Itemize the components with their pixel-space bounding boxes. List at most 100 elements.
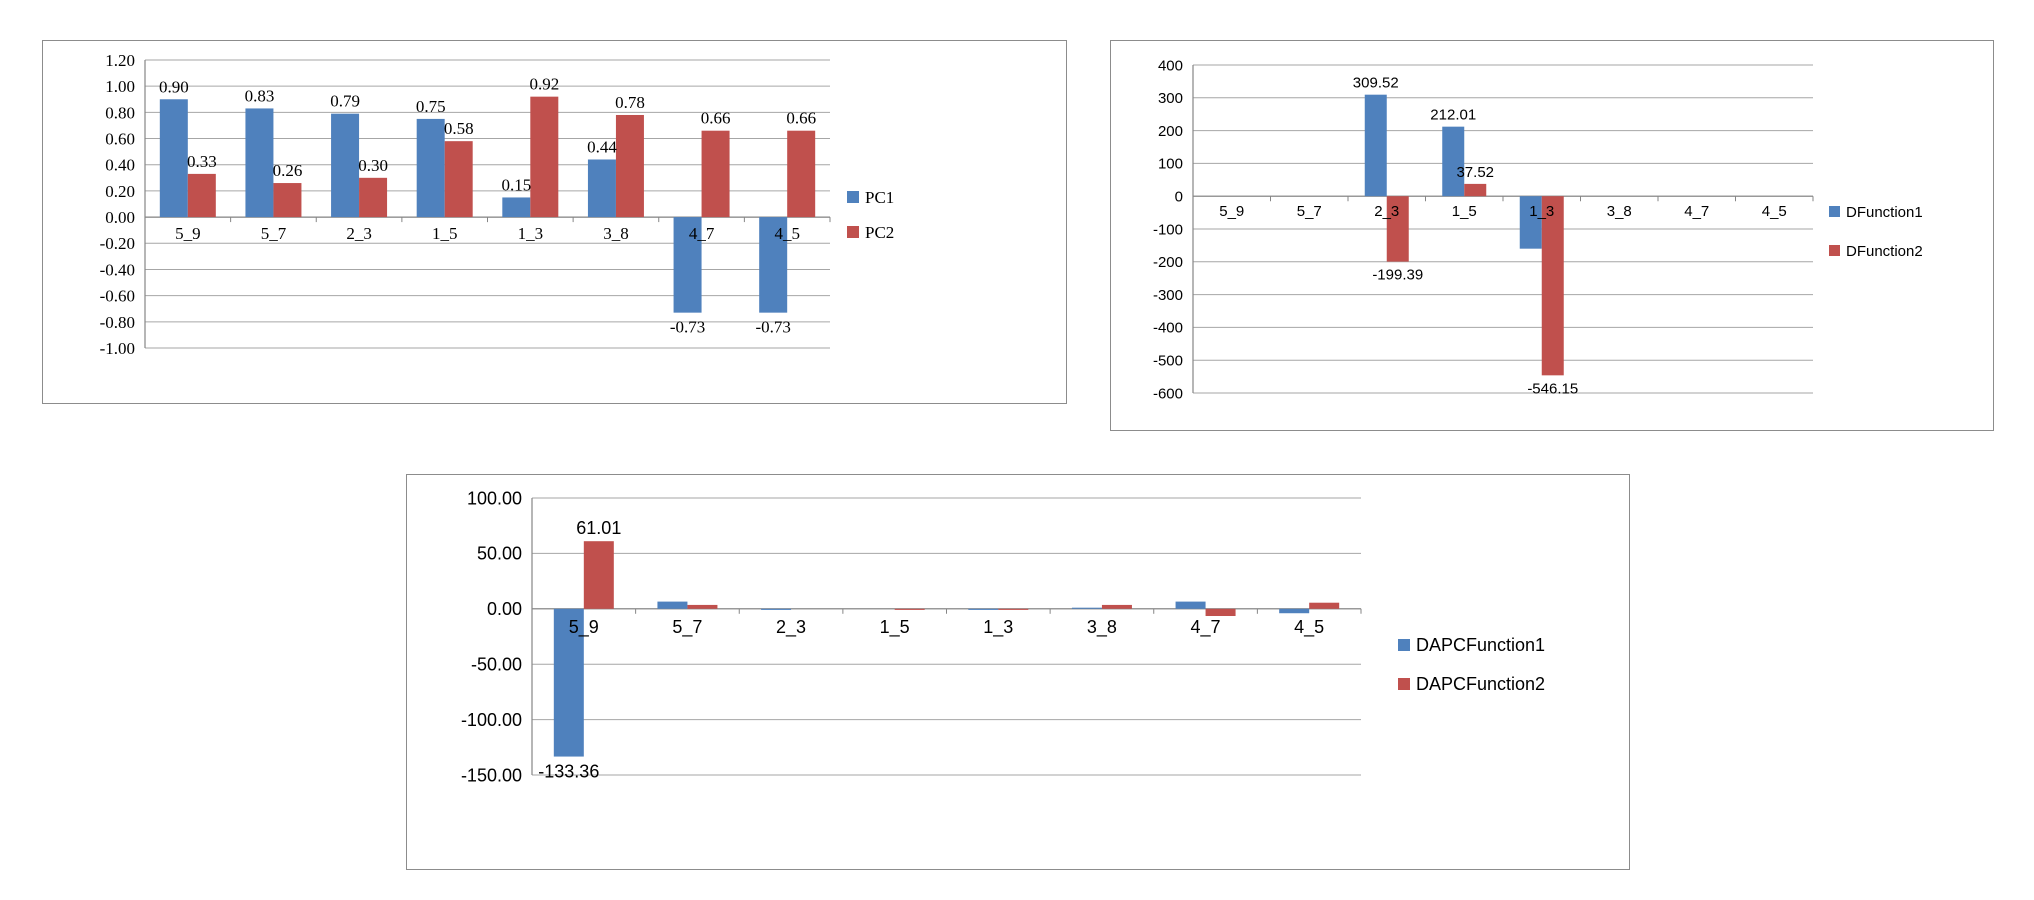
category-label: 2_3: [1374, 203, 1399, 220]
y-tick-label: -400: [1153, 320, 1183, 337]
y-tick-label: 300: [1158, 90, 1183, 107]
legend-swatch: [847, 226, 859, 238]
data-label: 37.52: [1456, 164, 1494, 181]
category-label: 4_5: [1294, 617, 1324, 638]
y-tick-label: 0: [1175, 188, 1183, 205]
category-label: 4_7: [1191, 617, 1221, 638]
data-label: 0.30: [358, 156, 388, 175]
bar-pc2: [615, 114, 644, 218]
y-tick-label: -600: [1153, 385, 1183, 402]
y-tick-label: -100: [1153, 221, 1183, 238]
data-label: 0.26: [273, 161, 303, 180]
data-label: -199.39: [1372, 267, 1423, 284]
legend-swatch: [1398, 678, 1410, 690]
category-label: 4_7: [689, 224, 715, 243]
y-tick-label: 0.00: [487, 599, 522, 619]
data-label: 0.92: [529, 75, 559, 94]
category-label: 5_9: [1219, 203, 1244, 220]
category-label: 1_3: [1529, 203, 1554, 220]
dapc-chart: 100.00 50.00 0.00 -50.00 -100.00 -150.00 5_9 5_…: [461, 488, 1545, 785]
bar-dapcfunction1: [553, 608, 584, 757]
bar-pc1: [502, 197, 531, 218]
category-label: 4_5: [774, 224, 800, 243]
bar-dapcfunction2: [583, 541, 614, 609]
category-label: 5_7: [1297, 203, 1322, 220]
bar-pc1: [245, 108, 274, 218]
category-label: 5_7: [261, 224, 287, 243]
y-tick-label: 0.60: [105, 129, 135, 148]
data-label: 0.78: [615, 93, 645, 112]
bar-dapcfunction2: [894, 608, 925, 610]
bar-pc2: [359, 177, 388, 218]
category-label: 1_3: [983, 617, 1013, 638]
y-tick-label: -0.40: [100, 260, 135, 279]
bar-pc2: [530, 96, 559, 218]
data-label: 0.58: [444, 119, 474, 138]
bar-dapcfunction2: [1101, 604, 1132, 609]
bar-pc1: [673, 217, 702, 313]
y-tick-label: -0.60: [100, 287, 135, 306]
pc-chart: 1.20 1.00 0.80 0.60 0.40 0.20 0.00 -0.20 -0.40 -0…: [100, 51, 895, 358]
bar-dfunction1: [1519, 196, 1542, 249]
bar-dapcfunction1: [968, 608, 999, 610]
y-tick-label: 0.80: [105, 103, 135, 122]
bar-dapcfunction2: [687, 604, 718, 609]
legend-swatch: [1398, 639, 1410, 651]
bar-pc2: [787, 130, 816, 218]
category-label: 2_3: [776, 617, 806, 638]
dfunction-chart: 400 300 200 100 0 -100 -200 -300 -400 -500 -600 5_9…: [1153, 57, 1923, 402]
dapc-chart-panel: 100.00 50.00 0.00 -50.00 -100.00 -150.00 5_9 5_…: [406, 474, 1630, 870]
pc-chart-panel: 1.20 1.00 0.80 0.60 0.40 0.20 0.00 -0.20 -0.40 -0…: [42, 40, 1067, 404]
y-tick-label: 1.20: [105, 51, 135, 70]
category-label: 4_7: [1684, 203, 1709, 220]
data-label: -546.15: [1527, 380, 1578, 397]
y-tick-label: 0.00: [105, 208, 135, 227]
data-label: 0.66: [786, 109, 816, 128]
y-tick-label: -100.00: [461, 710, 522, 730]
legend-label: DAPCFunction1: [1416, 635, 1545, 655]
bar-dapcfunction2: [1309, 602, 1340, 609]
category-label: 5_7: [672, 617, 702, 638]
category-label: 1_5: [1452, 203, 1477, 220]
category-label: 5_9: [175, 224, 201, 243]
y-tick-label: -200: [1153, 254, 1183, 271]
y-tick-label: 1.00: [105, 77, 135, 96]
category-label: 1_3: [518, 224, 544, 243]
data-label: 0.66: [701, 109, 731, 128]
bar-dapcfunction1: [657, 601, 688, 609]
y-tick-label: 400: [1158, 57, 1183, 74]
y-tick-label: -50.00: [471, 655, 522, 675]
data-label: 309.52: [1353, 75, 1399, 92]
y-tick-label: -0.80: [100, 313, 135, 332]
bar-pc2: [187, 173, 216, 218]
bar-pc1: [759, 217, 788, 313]
data-label: -0.73: [670, 318, 705, 337]
bar-pc1: [416, 118, 445, 218]
data-label: 0.79: [330, 92, 360, 111]
legend-swatch: [1829, 206, 1840, 217]
data-label: 61.01: [576, 518, 621, 538]
bar-pc1: [159, 99, 188, 218]
legend-swatch: [847, 191, 859, 203]
legend-label: DFunction2: [1846, 243, 1923, 260]
data-label: 0.75: [416, 97, 446, 116]
category-label: 3_8: [1087, 617, 1117, 638]
category-label: 2_3: [346, 224, 372, 243]
data-label: 0.33: [187, 152, 217, 171]
category-label: 1_5: [880, 617, 910, 638]
dfunction-chart-panel: 400 300 200 100 0 -100 -200 -300 -400 -500 -600 5_9…: [1110, 40, 1994, 431]
bar-dapcfunction2: [998, 608, 1029, 610]
bar-pc1: [331, 113, 360, 218]
y-tick-label: 100: [1158, 156, 1183, 173]
data-label: 0.15: [501, 175, 531, 194]
bar-dfunction2: [1386, 196, 1409, 262]
bar-pc1: [587, 159, 616, 218]
bar-dfunction2: [1464, 183, 1487, 197]
data-label: 0.90: [159, 77, 189, 96]
data-label: 0.44: [587, 137, 617, 156]
data-label: -133.36: [538, 762, 599, 782]
bar-pc2: [273, 183, 302, 218]
category-label: 3_8: [603, 224, 629, 243]
legend-label: PC2: [865, 223, 894, 242]
y-tick-label: -500: [1153, 352, 1183, 369]
